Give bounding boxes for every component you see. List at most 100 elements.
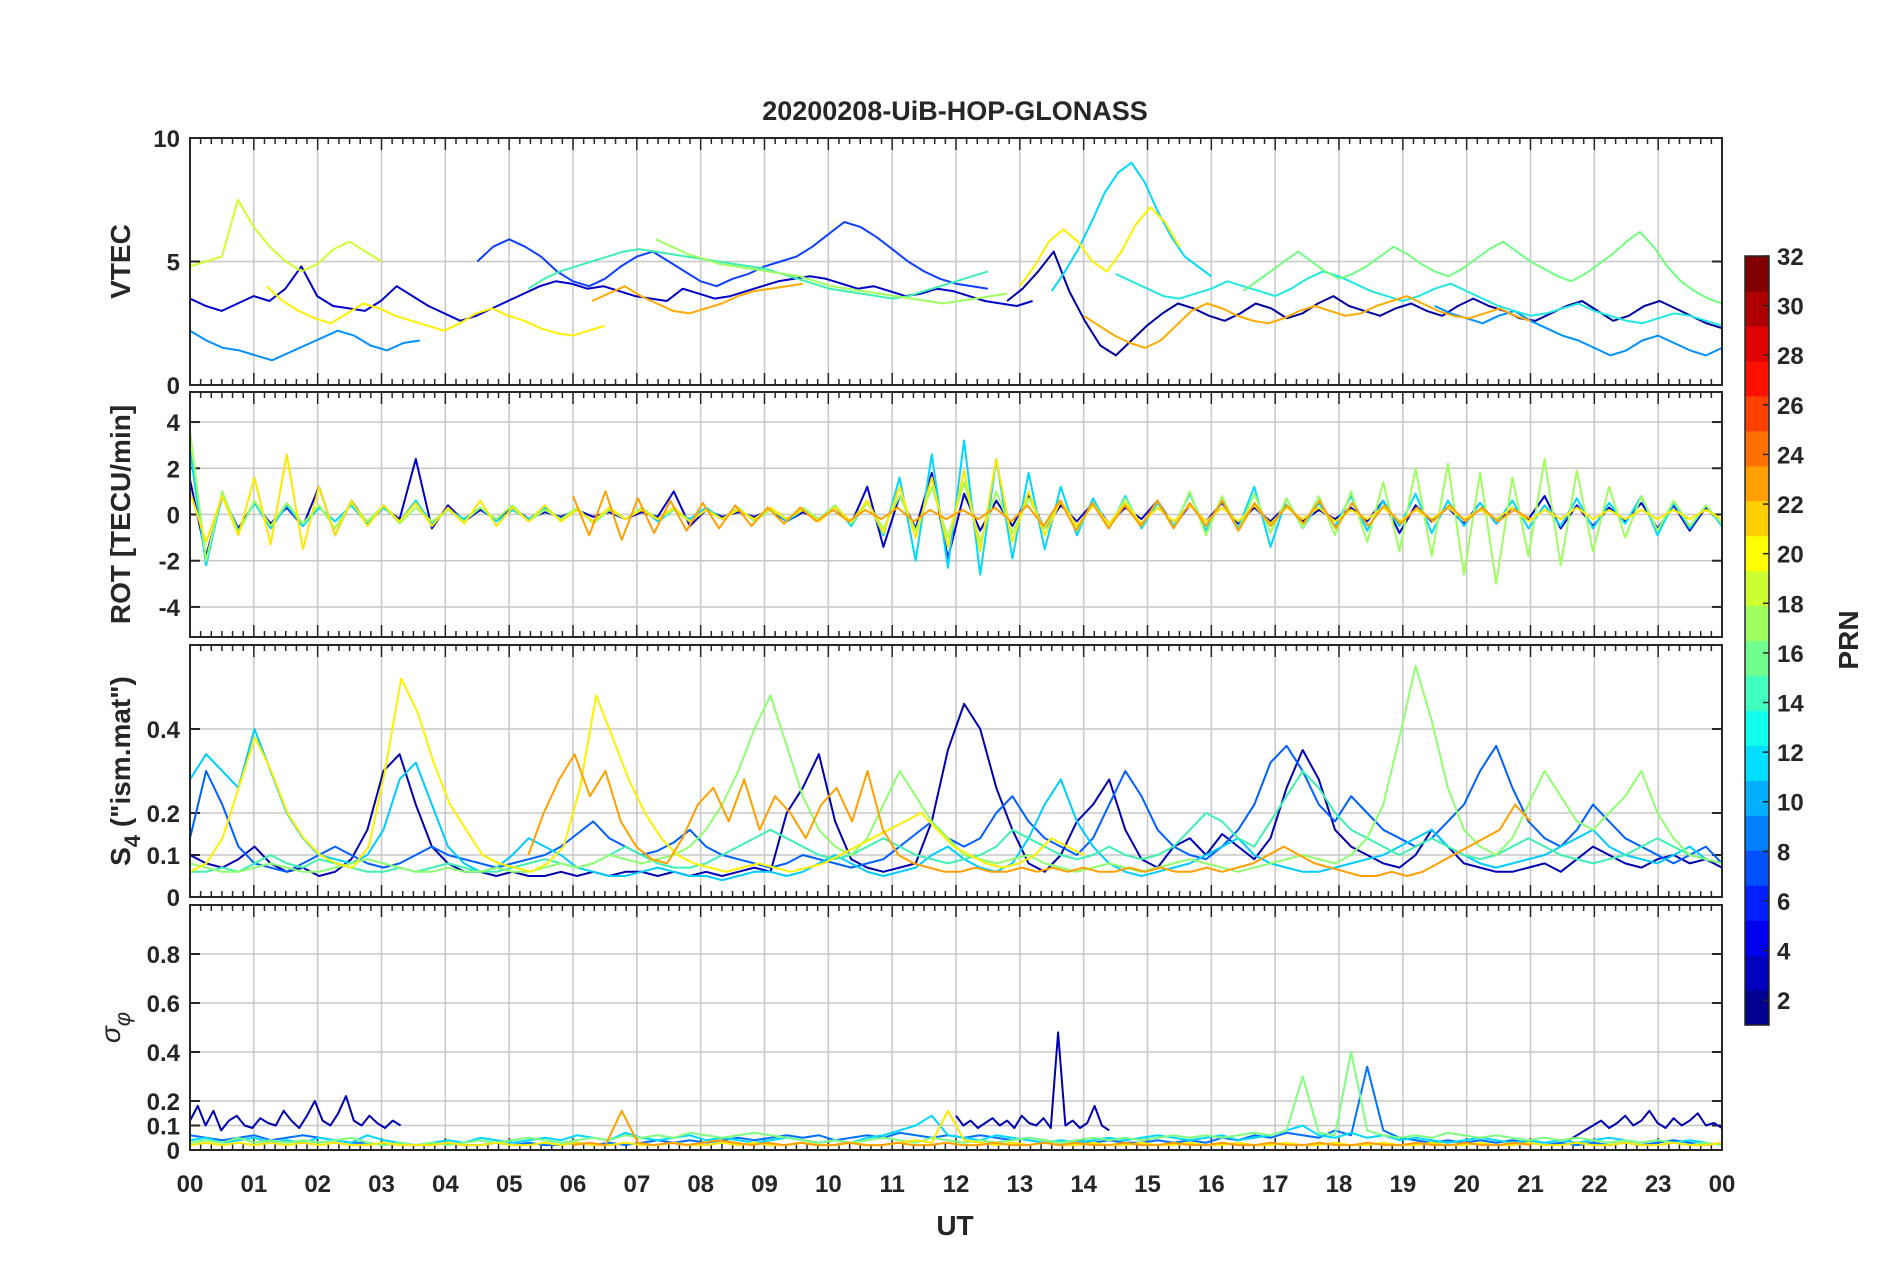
y-tick-label: -2 bbox=[159, 549, 180, 576]
x-tick-label: 12 bbox=[943, 1171, 970, 1198]
x-tick-label: 16 bbox=[1198, 1171, 1225, 1198]
colorbar-tick-label: 4 bbox=[1777, 939, 1791, 966]
panel-2: -4 -2 0 2 4 ROT [TECU/min] bbox=[105, 391, 1723, 638]
colorbar-segment bbox=[1745, 465, 1769, 502]
x-tick-label: 21 bbox=[1517, 1171, 1544, 1198]
y-tick-label: 4 bbox=[167, 410, 181, 437]
colorbar-tick-label: 10 bbox=[1777, 790, 1804, 817]
y-tick-label: 0.6 bbox=[147, 991, 180, 1018]
series-line-8 bbox=[527, 248, 989, 300]
colorbar-label: PRN bbox=[1833, 610, 1864, 669]
panel-series-group bbox=[190, 1031, 1722, 1147]
panel-series-group bbox=[190, 665, 1722, 882]
y-axis-label-main: σ bbox=[95, 1025, 126, 1043]
colorbar-tick-label: 20 bbox=[1777, 542, 1804, 569]
y-tick-label: 0.4 bbox=[147, 717, 181, 744]
x-tick-label: 08 bbox=[687, 1171, 714, 1198]
series-line-14 bbox=[591, 282, 803, 315]
y-tick-label: 5 bbox=[167, 250, 180, 277]
panel-series-group bbox=[190, 161, 1722, 362]
y-axis-label-main: S bbox=[105, 847, 136, 866]
colorbar-tick-label: 18 bbox=[1777, 591, 1804, 618]
y-tick-label: 0 bbox=[167, 885, 180, 912]
x-tick-label: 18 bbox=[1326, 1171, 1353, 1198]
x-tick-label: 14 bbox=[1070, 1171, 1097, 1198]
series-line-5 bbox=[190, 1114, 1722, 1147]
colorbar-segment bbox=[1745, 430, 1769, 467]
x-tick-label: 22 bbox=[1581, 1171, 1608, 1198]
y-tick-label: 0 bbox=[167, 1138, 180, 1165]
series-line-12 bbox=[265, 285, 606, 337]
series-line-4 bbox=[190, 770, 1722, 873]
x-tick-label: 17 bbox=[1262, 1171, 1289, 1198]
panel-frame bbox=[189, 644, 1723, 898]
panel-4: 00.10.2 0.4 0.6 0.8 σφ bbox=[95, 904, 1723, 1165]
y-tick-label: 10 bbox=[153, 126, 180, 153]
colorbar-segment bbox=[1745, 780, 1769, 816]
x-tick-label: 09 bbox=[751, 1171, 778, 1198]
series-line-10 bbox=[655, 238, 1008, 305]
y-axis-label-rest: ("ism.mat") bbox=[105, 676, 136, 835]
colorbar-tick-label: 2 bbox=[1777, 988, 1790, 1015]
series-line-6 bbox=[190, 677, 1085, 873]
series-line-1 bbox=[190, 1095, 402, 1132]
x-tick-label: 00 bbox=[1709, 1171, 1736, 1198]
x-tick-label: 19 bbox=[1389, 1171, 1416, 1198]
colorbar-tick-label: 6 bbox=[1777, 889, 1790, 916]
colorbar-segment bbox=[1745, 850, 1769, 886]
colorbar-tick-label: 22 bbox=[1777, 492, 1804, 519]
x-tick-label: 00 bbox=[177, 1171, 204, 1198]
series-line-1 bbox=[190, 702, 1722, 877]
series-line-1 bbox=[190, 265, 1033, 322]
x-tick-label: 15 bbox=[1134, 1171, 1161, 1198]
colorbar-segment bbox=[1745, 395, 1769, 432]
x-tick-label: 07 bbox=[623, 1171, 650, 1198]
x-tick-label: 03 bbox=[368, 1171, 395, 1198]
y-axis-label-sub: 4 bbox=[120, 834, 145, 847]
series-line-5 bbox=[572, 490, 1531, 541]
colorbar-segment bbox=[1745, 920, 1769, 956]
y-axis-label: S4 ("ism.mat") bbox=[105, 676, 145, 866]
panel-series-group bbox=[190, 431, 1722, 585]
colorbar-tick-label: 32 bbox=[1777, 244, 1804, 271]
colorbar-segment bbox=[1745, 745, 1769, 781]
x-axis-label: UT bbox=[936, 1210, 973, 1241]
colorbar-segment bbox=[1745, 885, 1769, 921]
colorbar-segment bbox=[1745, 990, 1769, 1026]
y-axis-label-sub: φ bbox=[110, 1012, 135, 1026]
series-line-8 bbox=[572, 1109, 1531, 1147]
colorbar-segment bbox=[1745, 500, 1769, 537]
y-tick-label: 0.1 bbox=[147, 1114, 180, 1141]
x-tick-label: 05 bbox=[496, 1171, 523, 1198]
panel-1: 0 5 10 VTEC bbox=[105, 126, 1723, 400]
series-line-7 bbox=[1115, 270, 1722, 327]
y-axis-label: VTEC bbox=[105, 224, 136, 299]
y-tick-label: 0.4 bbox=[147, 1040, 181, 1067]
y-tick-label: 0.2 bbox=[147, 1089, 180, 1116]
y-tick-label: 0 bbox=[167, 373, 180, 400]
x-tick-label: 13 bbox=[1006, 1171, 1033, 1198]
y-tick-label: 0.8 bbox=[147, 942, 180, 969]
x-tick-label: 23 bbox=[1645, 1171, 1672, 1198]
colorbar-tick-label: 8 bbox=[1777, 839, 1790, 866]
panel-3: 00.10.20.4S4 ("ism.mat") bbox=[105, 644, 1723, 912]
series-line-13 bbox=[1018, 206, 1181, 287]
y-tick-label: 0 bbox=[167, 503, 180, 530]
panel-frame bbox=[189, 137, 1723, 386]
series-line-11 bbox=[190, 198, 383, 273]
colorbar-segment bbox=[1745, 325, 1769, 362]
colorbar-segment bbox=[1745, 710, 1769, 746]
x-tick-label: 06 bbox=[560, 1171, 587, 1198]
y-axis-label: σφ bbox=[95, 1012, 135, 1043]
series-line-3 bbox=[1568, 1109, 1722, 1142]
panel-frame bbox=[189, 391, 1723, 638]
series-line-15 bbox=[1083, 295, 1531, 349]
series-line-4 bbox=[190, 453, 1722, 553]
series-line-7 bbox=[190, 1109, 1722, 1147]
colorbar-frame bbox=[1744, 255, 1770, 1026]
colorbar-tick-label: 30 bbox=[1777, 294, 1804, 321]
series-line-7 bbox=[527, 753, 1532, 877]
colorbar-segment bbox=[1745, 290, 1769, 327]
